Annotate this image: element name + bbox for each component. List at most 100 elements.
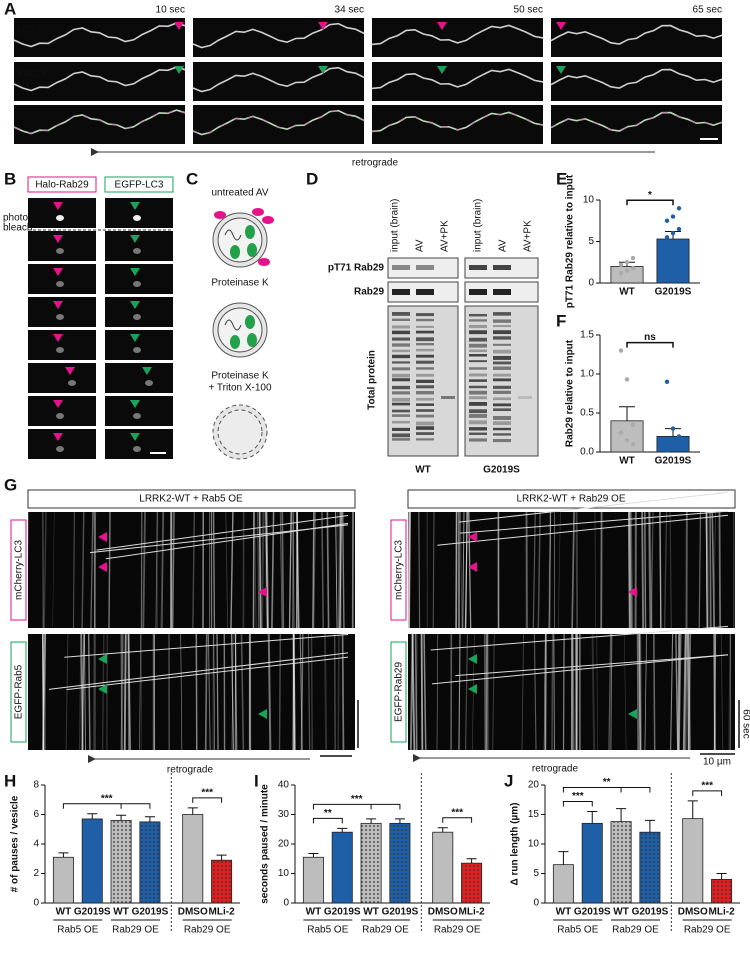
kymo-trace xyxy=(713,511,716,629)
x-tick-label: WT xyxy=(619,456,635,467)
kymo-trace xyxy=(231,633,234,751)
kymo-trace xyxy=(258,511,262,629)
group-label: Rab29 OE xyxy=(684,925,731,936)
surface-protein xyxy=(252,208,264,216)
band xyxy=(469,265,487,270)
arrowhead xyxy=(98,684,107,694)
data-point xyxy=(670,442,676,447)
kymo-trace xyxy=(630,511,634,629)
bar-texture xyxy=(610,821,632,903)
kymo-trace xyxy=(688,633,691,751)
kymo-trace xyxy=(81,633,85,751)
kymo-trace xyxy=(64,633,349,658)
y-tick-label: 1.5 xyxy=(580,330,594,341)
kymo-trace xyxy=(127,633,131,751)
axon xyxy=(13,22,186,48)
kymo-trace xyxy=(90,511,94,629)
micrograph xyxy=(372,105,543,144)
kymo-trace xyxy=(558,511,561,629)
band xyxy=(469,343,487,348)
kymo-trace xyxy=(682,633,687,751)
error-bar xyxy=(58,852,69,858)
kymo-trace xyxy=(638,633,641,751)
x-tick-label: DMSO xyxy=(428,907,458,918)
cargo xyxy=(245,315,255,329)
row-label-box xyxy=(390,519,407,621)
band xyxy=(469,313,487,317)
band xyxy=(392,354,410,359)
axon xyxy=(550,112,723,132)
kymo-trace xyxy=(414,633,418,751)
band xyxy=(416,432,434,435)
arrowhead xyxy=(142,367,152,375)
timestamp: 50 sec xyxy=(514,5,543,16)
kymo-trace xyxy=(105,522,349,560)
column-header: Halo-Rab29 xyxy=(35,180,89,191)
x-tick-label: WT xyxy=(613,907,629,918)
vesicle xyxy=(133,215,141,221)
kymo-trace xyxy=(464,511,468,629)
band xyxy=(392,397,410,402)
band xyxy=(469,420,487,425)
data-point xyxy=(624,377,630,382)
band xyxy=(493,373,511,377)
significance-bracket xyxy=(562,787,651,793)
x-tick-label: DMSO xyxy=(678,907,708,918)
vesicle-inner xyxy=(217,307,263,353)
arrowhead xyxy=(556,66,566,74)
band xyxy=(416,318,434,322)
kymo-trace xyxy=(172,511,175,629)
band xyxy=(469,360,487,363)
kymo-trace xyxy=(52,511,55,629)
vesicle xyxy=(133,347,141,353)
arrowhead xyxy=(258,587,267,597)
panel-label: G xyxy=(4,475,17,494)
kymo-trace xyxy=(94,511,97,629)
kymo-trace xyxy=(713,633,717,751)
group-label: G2019S xyxy=(483,465,520,476)
kymo-trace xyxy=(687,633,690,751)
band xyxy=(392,409,410,413)
kymo-trace xyxy=(533,633,537,751)
group-label: Rab29 OE xyxy=(184,925,231,936)
band xyxy=(493,349,511,354)
kymo-trace xyxy=(312,511,315,629)
lane-label: AV+PK xyxy=(440,220,451,252)
kymo-trace xyxy=(644,511,647,629)
x-tick-label: WT xyxy=(363,907,379,918)
y-tick-label: 0 xyxy=(588,278,594,289)
band xyxy=(416,367,434,370)
x-tick-label: G2019S xyxy=(74,907,111,918)
bar-texture xyxy=(461,863,482,903)
band xyxy=(392,265,410,270)
kymo-trace xyxy=(711,511,716,629)
arrowhead xyxy=(468,532,477,542)
kymo-trace xyxy=(48,652,349,690)
axon xyxy=(371,68,544,90)
error-bar xyxy=(616,808,627,822)
error-bar xyxy=(87,813,98,819)
kymo-trace xyxy=(270,511,275,629)
data-point xyxy=(630,442,636,447)
data-point xyxy=(630,422,636,427)
lane-label: input (brain) xyxy=(390,199,401,252)
error-bar xyxy=(308,852,319,858)
band xyxy=(493,355,511,360)
scale-bar xyxy=(150,452,166,454)
group-label: Rab5 OE xyxy=(57,925,98,936)
arrowhead xyxy=(174,22,184,30)
kymo-trace xyxy=(257,511,259,629)
kymo-trace xyxy=(101,633,105,751)
data-point xyxy=(664,218,670,223)
kymo-trace xyxy=(341,633,345,751)
y-tick-label: 20 xyxy=(528,780,540,791)
data-point xyxy=(618,348,624,353)
band xyxy=(392,420,410,424)
kymo-trace xyxy=(644,633,647,751)
y-tick-label: 20 xyxy=(278,839,290,850)
lysed-inner xyxy=(217,409,263,455)
band xyxy=(469,373,487,377)
band xyxy=(493,378,511,382)
kymo-trace xyxy=(639,633,642,751)
band xyxy=(416,438,434,441)
